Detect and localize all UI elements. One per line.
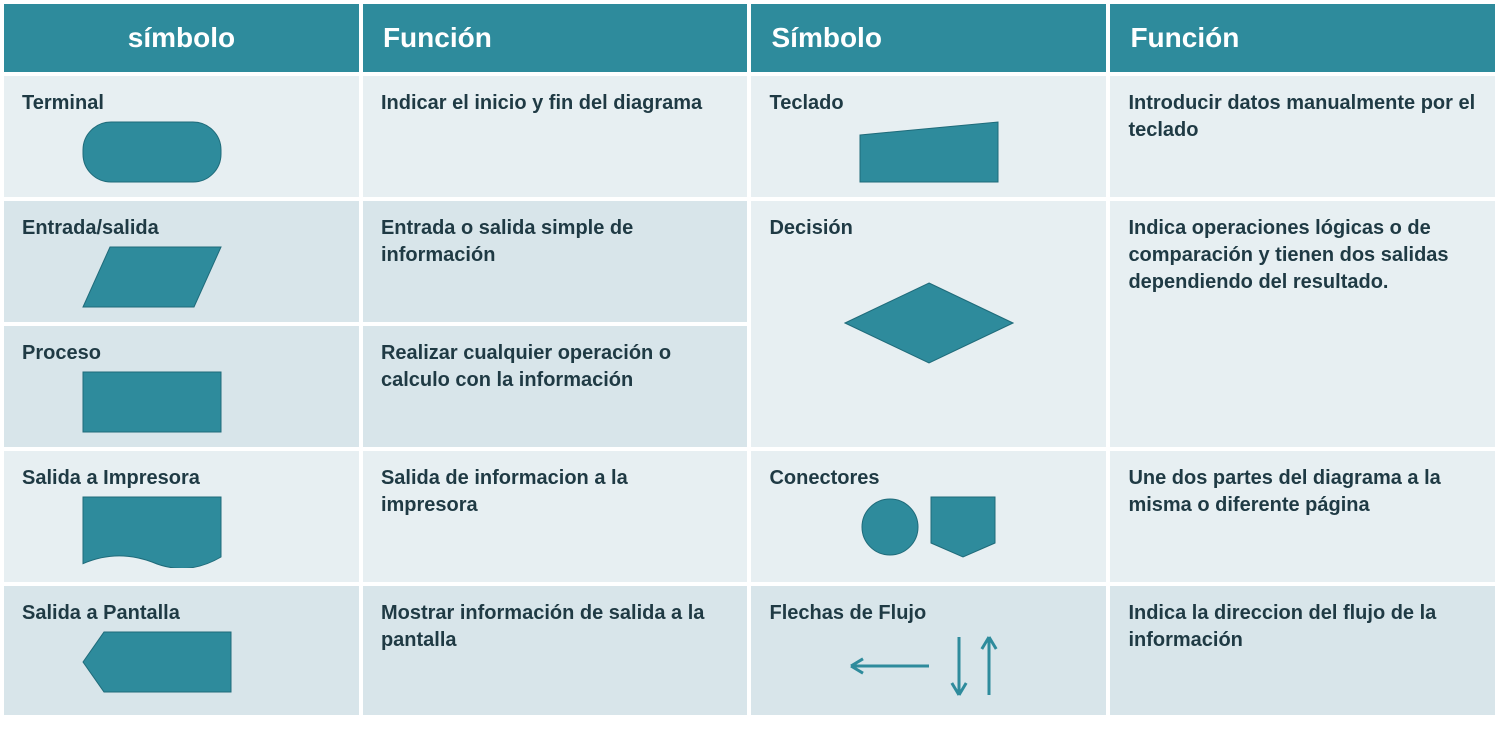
shape-keyboard — [769, 121, 1088, 183]
symbol-label: Salida a Pantalla — [22, 600, 341, 627]
table-body: Terminal Indicar el inicio y fin del dia… — [4, 76, 1495, 715]
shape-display — [22, 631, 341, 693]
function-cell: Indicar el inicio y fin del diagrama — [363, 76, 748, 197]
function-cell: Salida de informacion a la impresora — [363, 451, 748, 582]
function-cell: Indica la direccion del flujo de la info… — [1110, 586, 1495, 715]
function-cell: Introducir datos manualmente por el tecl… — [1110, 76, 1495, 197]
symbol-label: Conectores — [769, 465, 1088, 492]
table-row: Terminal Indicar el inicio y fin del dia… — [4, 76, 1495, 197]
shape-rectangle — [22, 371, 341, 433]
flowchart-symbols-table: símbolo Función Símbolo Función Terminal… — [0, 0, 1499, 719]
function-cell: Mostrar información de salida a la panta… — [363, 586, 748, 715]
symbol-cell-printer: Salida a Impresora — [4, 451, 359, 582]
header-function-1: Función — [363, 4, 748, 72]
function-cell: Entrada o salida simple de información — [363, 201, 748, 322]
function-cell: Indica operaciones lógicas o de comparac… — [1110, 201, 1495, 447]
symbol-label: Teclado — [769, 90, 1088, 117]
shape-diamond — [769, 282, 1088, 364]
function-cell: Realizar cualquier operación o calculo c… — [363, 326, 748, 447]
symbol-label: Proceso — [22, 340, 341, 367]
symbol-label: Decisión — [769, 215, 1088, 242]
table-row: Entrada/salida Entrada o salida simple d… — [4, 201, 1495, 322]
symbol-cell-process: Proceso — [4, 326, 359, 447]
table-row: Salida a Pantalla Mostrar información de… — [4, 586, 1495, 715]
symbol-label: Salida a Impresora — [22, 465, 341, 492]
header-function-2: Función — [1110, 4, 1495, 72]
function-cell: Une dos partes del diagrama a la misma o… — [1110, 451, 1495, 582]
symbol-cell-terminal: Terminal — [4, 76, 359, 197]
symbol-cell-io: Entrada/salida — [4, 201, 359, 322]
shape-connectors — [769, 496, 1088, 558]
symbol-cell-decision: Decisión — [751, 201, 1106, 447]
shape-printer — [22, 496, 341, 568]
symbol-label: Entrada/salida — [22, 215, 341, 242]
symbol-label: Flechas de Flujo — [769, 600, 1088, 627]
shape-parallelogram — [22, 246, 341, 308]
shape-terminal — [22, 121, 341, 183]
shape-arrows — [769, 631, 1088, 701]
table-row: Salida a Impresora Salida de informacion… — [4, 451, 1495, 582]
symbol-label: Terminal — [22, 90, 341, 117]
symbol-cell-arrows: Flechas de Flujo — [751, 586, 1106, 715]
symbol-cell-connectors: Conectores — [751, 451, 1106, 582]
header-symbol-2: Símbolo — [751, 4, 1106, 72]
header-row: símbolo Función Símbolo Función — [4, 4, 1495, 72]
symbol-cell-display: Salida a Pantalla — [4, 586, 359, 715]
symbol-cell-keyboard: Teclado — [751, 76, 1106, 197]
header-symbol-1: símbolo — [4, 4, 359, 72]
